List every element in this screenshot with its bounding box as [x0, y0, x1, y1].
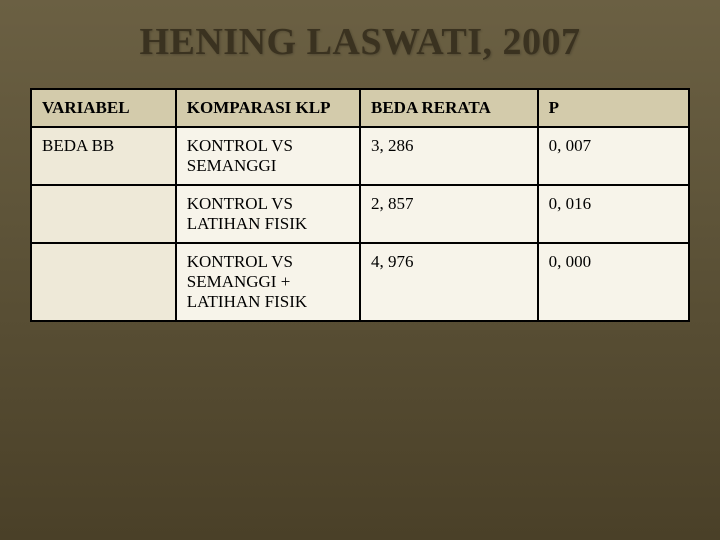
slide-container: HENING LASWATI, 2007 VARIABEL KOMPARASI … — [0, 0, 720, 540]
cell-variabel — [31, 243, 176, 321]
cell-p: 0, 007 — [538, 127, 689, 185]
cell-komparasi: KONTROL VS LATIHAN FISIK — [176, 185, 360, 243]
table-row: BEDA BB KONTROL VS SEMANGGI 3, 286 0, 00… — [31, 127, 689, 185]
cell-variabel: BEDA BB — [31, 127, 176, 185]
cell-komparasi: KONTROL VS SEMANGGI + LATIHAN FISIK — [176, 243, 360, 321]
cell-beda-rerata: 4, 976 — [360, 243, 538, 321]
cell-variabel — [31, 185, 176, 243]
header-cell-komparasi: KOMPARASI KLP — [176, 89, 360, 127]
table-header-row: VARIABEL KOMPARASI KLP BEDA RERATA P — [31, 89, 689, 127]
cell-p: 0, 016 — [538, 185, 689, 243]
table-row: KONTROL VS LATIHAN FISIK 2, 857 0, 016 — [31, 185, 689, 243]
header-cell-beda-rerata: BEDA RERATA — [360, 89, 538, 127]
cell-komparasi: KONTROL VS SEMANGGI — [176, 127, 360, 185]
cell-p: 0, 000 — [538, 243, 689, 321]
header-cell-variabel: VARIABEL — [31, 89, 176, 127]
cell-beda-rerata: 2, 857 — [360, 185, 538, 243]
slide-title: HENING LASWATI, 2007 — [30, 20, 690, 64]
cell-beda-rerata: 3, 286 — [360, 127, 538, 185]
data-table: VARIABEL KOMPARASI KLP BEDA RERATA P BED… — [30, 88, 690, 322]
table-row: KONTROL VS SEMANGGI + LATIHAN FISIK 4, 9… — [31, 243, 689, 321]
header-cell-p: P — [538, 89, 689, 127]
